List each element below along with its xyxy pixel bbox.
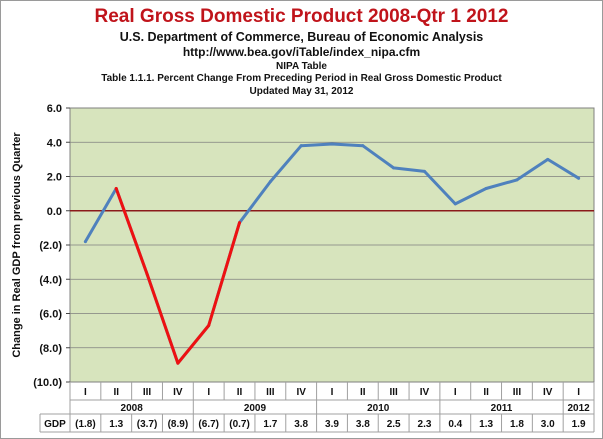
data-value-label: (3.7)	[137, 419, 158, 430]
chart-subtitle-nipa: NIPA Table	[276, 61, 327, 72]
chart-title: Real Gross Domestic Product 2008-Qtr 1 2…	[94, 6, 509, 27]
x-tick-label: IV	[543, 387, 553, 398]
data-point	[515, 178, 519, 182]
chart-subtitle-url: http://www.bea.gov/iTable/index_nipa.cfm	[182, 45, 421, 59]
year-label: 2011	[491, 403, 513, 414]
chart-subtitle-updated: Updated May 31, 2012	[249, 86, 354, 97]
data-value-label: 0.4	[448, 419, 462, 430]
x-tick-label: II	[360, 387, 366, 398]
data-point	[546, 157, 550, 161]
y-tick-label: (10.0)	[33, 377, 62, 389]
data-point	[484, 186, 488, 190]
data-value-label: (6.7)	[198, 419, 219, 430]
x-tick-label: I	[207, 387, 210, 398]
y-tick-label: 6.0	[47, 103, 62, 115]
chart-subtitle-source: U.S. Department of Commerce, Bureau of E…	[119, 30, 484, 44]
data-point	[453, 202, 457, 206]
year-label: 2009	[244, 403, 267, 414]
y-tick-label: (4.0)	[39, 274, 62, 286]
data-value-label: 3.9	[325, 419, 339, 430]
data-value-label: (8.9)	[168, 419, 189, 430]
x-tick-label: III	[389, 387, 398, 398]
data-point	[268, 180, 272, 184]
y-tick-label: 2.0	[47, 172, 62, 184]
x-tick-label: III	[513, 387, 522, 398]
x-tick-label: IV	[296, 387, 306, 398]
y-axis-label: Change in Real GDP from previous Quarter	[11, 132, 23, 358]
data-point	[83, 240, 87, 244]
data-point	[577, 176, 581, 180]
data-value-label: 2.3	[418, 419, 432, 430]
y-tick-label: (6.0)	[39, 309, 62, 321]
data-point	[238, 221, 242, 225]
y-tick-label: (2.0)	[39, 240, 62, 252]
data-value-label: 1.3	[109, 419, 123, 430]
y-tick-label: (8.0)	[39, 343, 62, 355]
x-tick-label: I	[454, 387, 457, 398]
x-tick-label: IV	[173, 387, 183, 398]
data-point	[145, 272, 149, 276]
y-tick-label: 0.0	[47, 206, 62, 218]
table-row-label: GDP	[44, 419, 66, 430]
data-point	[422, 169, 426, 173]
data-point	[330, 142, 334, 146]
data-point	[299, 144, 303, 148]
data-point	[207, 323, 211, 327]
x-tick-label: II	[483, 387, 489, 398]
data-value-label: 1.7	[263, 419, 277, 430]
x-tick-label: IV	[420, 387, 430, 398]
data-value-label: 1.3	[479, 419, 493, 430]
data-value-label: 3.0	[541, 419, 555, 430]
year-label: 2010	[367, 403, 390, 414]
data-point	[114, 186, 118, 190]
data-value-label: 1.9	[572, 419, 586, 430]
data-value-label: 2.5	[387, 419, 401, 430]
chart-subtitle-table: Table 1.1.1. Percent Change From Precedi…	[101, 73, 502, 84]
x-tick-label: I	[577, 387, 580, 398]
data-point	[361, 144, 365, 148]
data-value-label: (1.8)	[75, 419, 96, 430]
x-tick-label: I	[331, 387, 334, 398]
x-tick-label: II	[113, 387, 119, 398]
x-tick-label: I	[84, 387, 87, 398]
y-tick-label: 4.0	[47, 137, 62, 149]
x-tick-label: III	[143, 387, 152, 398]
year-label: 2008	[121, 403, 144, 414]
data-value-label: (0.7)	[229, 419, 250, 430]
data-value-label: 3.8	[294, 419, 308, 430]
data-point	[176, 361, 180, 365]
data-value-label: 3.8	[356, 419, 370, 430]
year-label: 2012	[567, 403, 590, 414]
x-tick-label: III	[266, 387, 275, 398]
data-value-label: 1.8	[510, 419, 524, 430]
x-tick-label: II	[237, 387, 243, 398]
data-point	[392, 166, 396, 170]
